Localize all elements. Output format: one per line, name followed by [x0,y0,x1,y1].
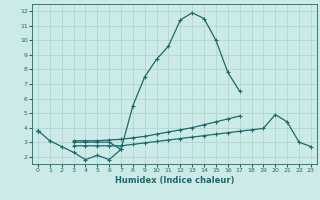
X-axis label: Humidex (Indice chaleur): Humidex (Indice chaleur) [115,176,234,185]
